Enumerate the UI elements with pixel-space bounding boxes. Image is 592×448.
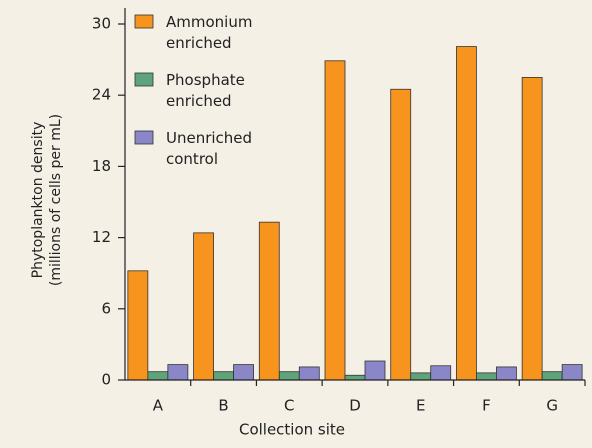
x-axis-label: Collection site bbox=[239, 421, 345, 439]
bar bbox=[541, 371, 563, 381]
legend-label-line: Phosphate bbox=[166, 71, 245, 89]
y-tick-label: 12 bbox=[92, 228, 111, 246]
bar bbox=[147, 371, 169, 381]
bar bbox=[193, 232, 214, 381]
y-axis-label-line: (millions of cells per mL) bbox=[48, 114, 64, 286]
bar bbox=[344, 374, 366, 381]
x-tick-label: B bbox=[218, 397, 228, 415]
y-axis-label: Phytoplankton density (millions of cells… bbox=[30, 114, 64, 286]
legend-swatch bbox=[134, 14, 154, 29]
bar bbox=[390, 88, 412, 381]
bar bbox=[127, 270, 149, 381]
y-tick-label: 0 bbox=[101, 371, 111, 389]
bar bbox=[476, 372, 497, 381]
bar bbox=[456, 46, 477, 381]
x-tick-label: F bbox=[482, 397, 491, 415]
legend-label-line: control bbox=[166, 150, 218, 168]
x-tick-label: E bbox=[416, 397, 425, 415]
bar bbox=[496, 366, 517, 381]
x-tick-label: A bbox=[153, 397, 164, 415]
legend-label: Unenriched control bbox=[166, 129, 252, 168]
legend-label-line: Unenriched bbox=[166, 129, 252, 147]
x-tick-label: G bbox=[546, 397, 558, 415]
bar bbox=[410, 372, 432, 381]
bar bbox=[213, 371, 234, 381]
y-tick-label: 24 bbox=[92, 86, 111, 104]
bar bbox=[298, 366, 320, 381]
legend-label-line: enriched bbox=[166, 92, 232, 110]
legend-label: Phosphate enriched bbox=[166, 71, 245, 110]
bar bbox=[521, 77, 543, 381]
bar bbox=[561, 364, 583, 381]
legend-swatch bbox=[134, 130, 154, 145]
y-tick-label: 6 bbox=[101, 299, 111, 317]
bar bbox=[430, 365, 452, 381]
y-axis-label-line: Phytoplankton density bbox=[30, 122, 46, 279]
x-tick-label: C bbox=[284, 397, 294, 415]
bar bbox=[233, 364, 254, 381]
legend-swatch bbox=[134, 72, 154, 87]
bar bbox=[324, 60, 346, 381]
legend-label-line: Ammonium bbox=[166, 13, 252, 31]
y-tick-label: 18 bbox=[92, 157, 111, 175]
legend-label: Ammonium enriched bbox=[166, 13, 252, 52]
bar bbox=[278, 371, 300, 381]
x-tick-label: D bbox=[349, 397, 361, 415]
y-tick-label: 30 bbox=[92, 15, 111, 33]
bar bbox=[364, 360, 386, 381]
bar bbox=[258, 221, 280, 381]
bar bbox=[167, 364, 189, 381]
legend-label-line: enriched bbox=[166, 34, 232, 52]
